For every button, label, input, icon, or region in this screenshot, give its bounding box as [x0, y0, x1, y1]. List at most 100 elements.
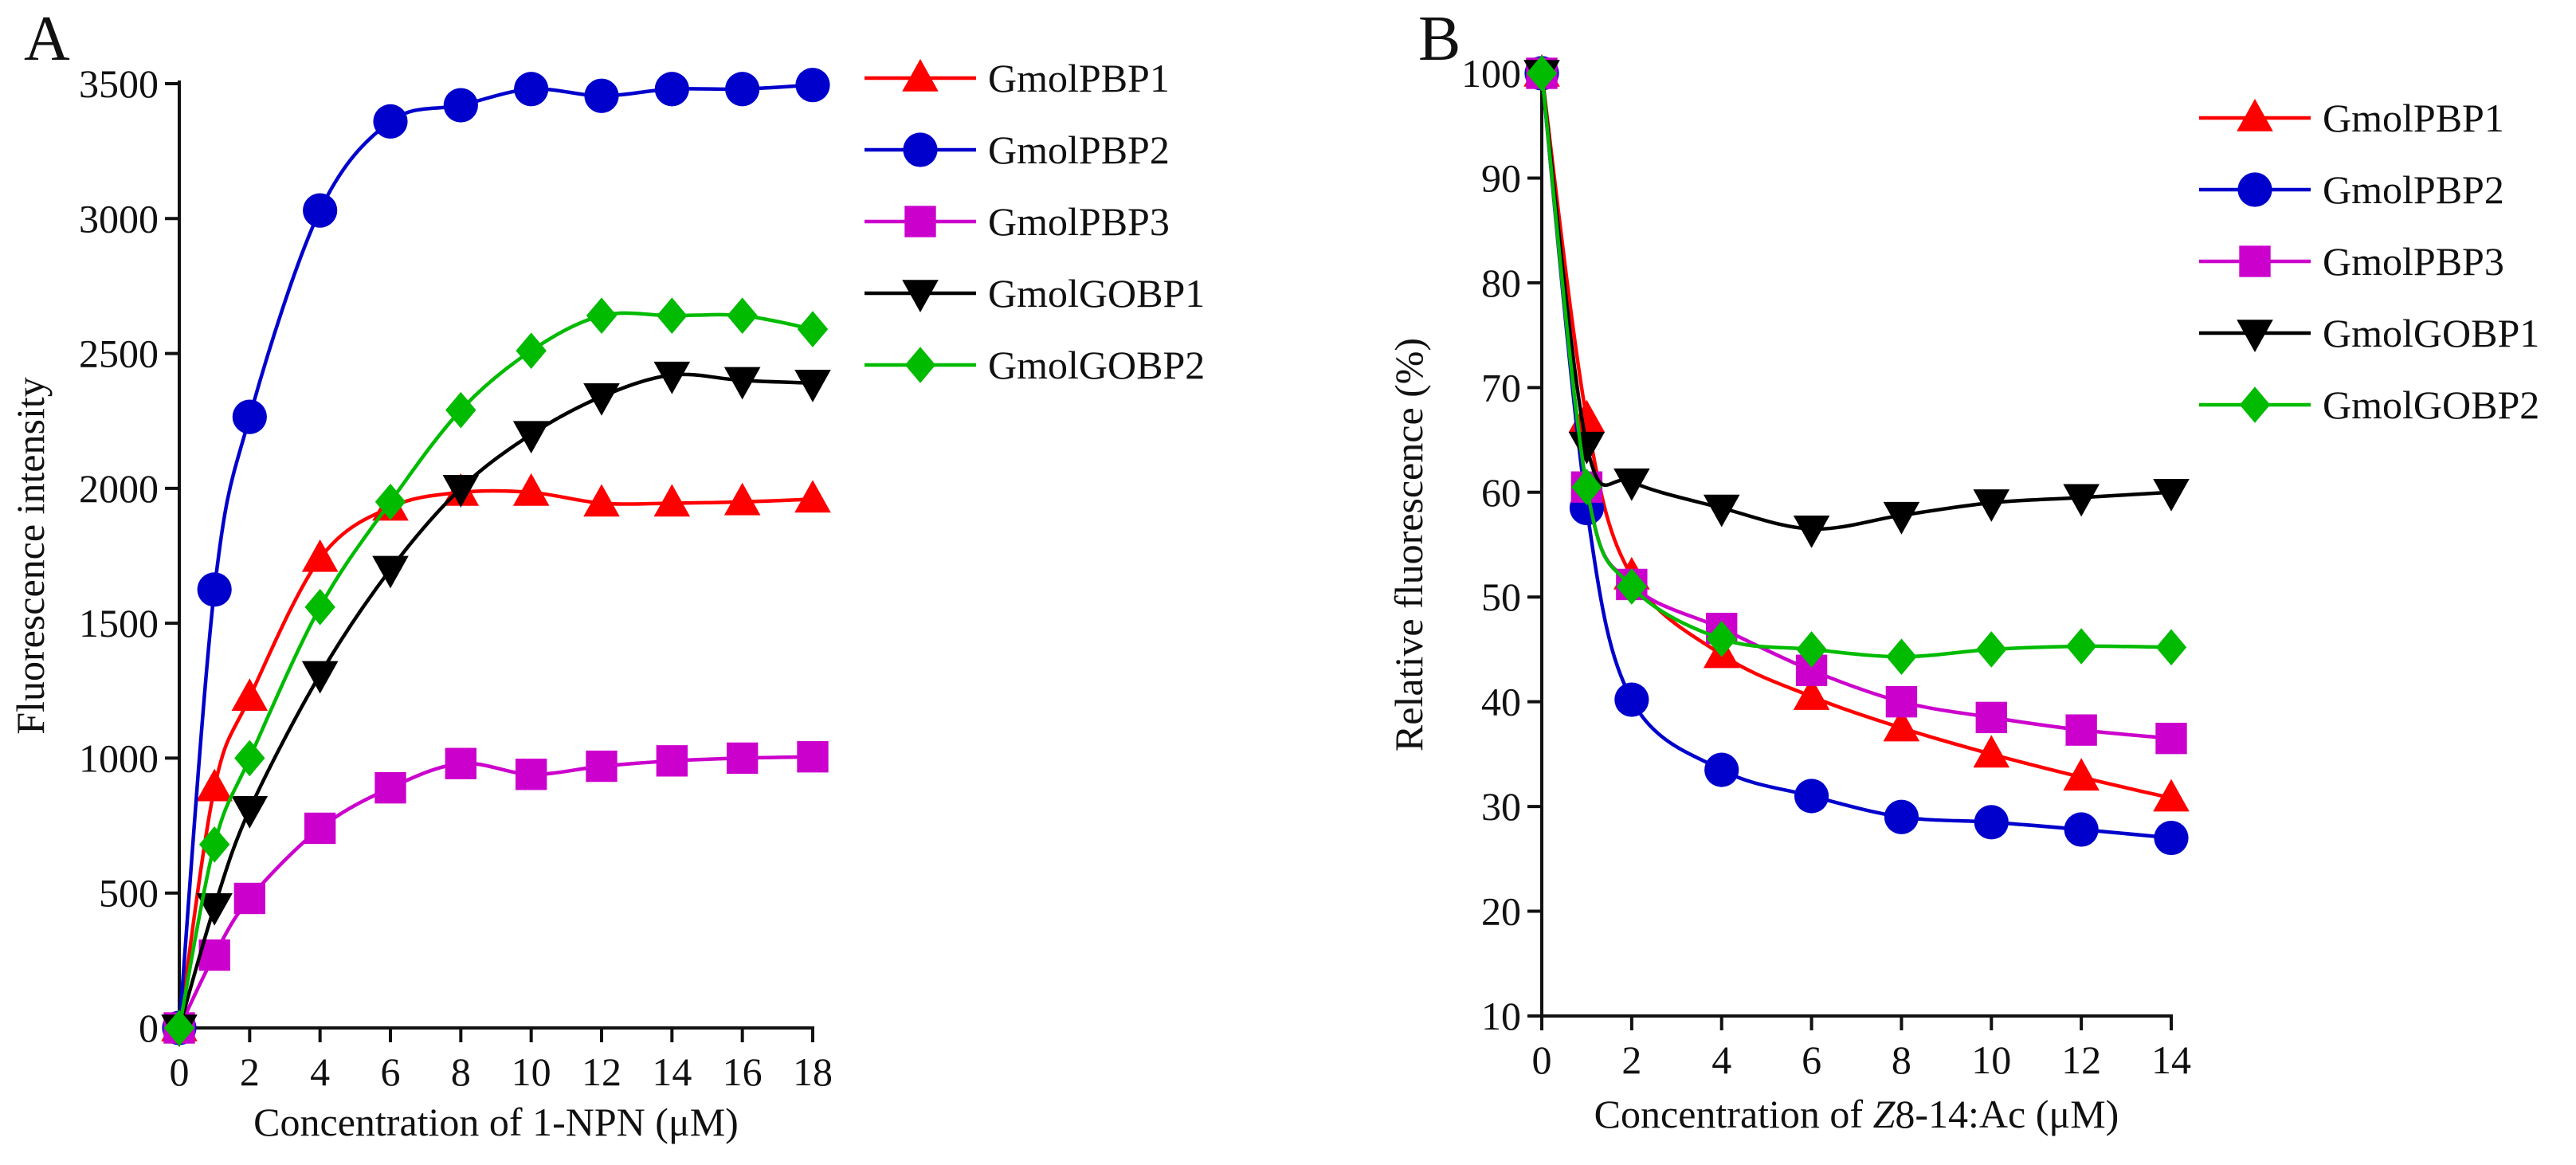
- data-point: [163, 1010, 195, 1046]
- legend-item-gmolpbp2: GmolPBP2: [865, 127, 1170, 172]
- data-point: [725, 72, 760, 107]
- legend-marker: [2239, 386, 2271, 423]
- data-point: [797, 311, 829, 347]
- y-tick-label: 70: [1481, 365, 1521, 410]
- legend-label: GmolGOBP1: [988, 271, 1205, 316]
- x-tick-label: 4: [310, 1049, 330, 1094]
- data-point: [2154, 820, 2189, 856]
- data-point: [2064, 812, 2099, 847]
- y-tick-label: 30: [1481, 784, 1521, 829]
- legend-marker: [904, 347, 936, 383]
- series-gmolpbp3: [163, 741, 829, 1044]
- legend-item-gmolgobp1: GmolGOBP1: [2199, 311, 2539, 355]
- y-tick-label: 20: [1481, 889, 1521, 934]
- data-point: [1703, 494, 1740, 528]
- data-point: [2065, 628, 2097, 665]
- data-point: [657, 297, 688, 334]
- legend-item-gmolgobp2: GmolGOBP2: [2199, 382, 2539, 427]
- data-point: [445, 391, 476, 429]
- data-point: [586, 750, 618, 783]
- data-point: [654, 72, 689, 107]
- y-tick-label: 10: [1481, 994, 1521, 1038]
- data-point: [1974, 805, 2009, 840]
- panel-a: A 0 500 1000 1500 2000 2500 3000 3500 0 2 4 6 8 10 12 14…: [8, 4, 1205, 1144]
- series-line: [177, 311, 814, 1029]
- series-gmolgobp1: [1523, 60, 2190, 548]
- data-point: [1883, 501, 1920, 535]
- legend-item-gmolpbp3: GmolPBP3: [2199, 239, 2504, 284]
- data-point: [442, 475, 480, 508]
- data-point: [1794, 779, 1829, 814]
- legend-label: GmolPBP2: [988, 127, 1170, 172]
- x-tick-label: 14: [2151, 1038, 2191, 1082]
- data-point: [797, 741, 829, 773]
- y-tick-label: 90: [1481, 155, 1521, 200]
- data-point: [514, 72, 549, 107]
- data-point: [1973, 735, 2010, 768]
- x-tick-label: 8: [451, 1049, 471, 1094]
- y-tick-label: 2000: [79, 466, 159, 511]
- data-point: [583, 484, 620, 517]
- legend-marker: [902, 59, 939, 92]
- data-point: [2063, 758, 2100, 791]
- legend-label: GmolGOBP1: [2323, 311, 2539, 355]
- x-tick-label: 8: [1892, 1038, 1911, 1082]
- x-axis-label-part: 8-14:Ac (μM): [1895, 1092, 2119, 1136]
- data-point: [2153, 779, 2190, 812]
- data-point: [304, 589, 335, 626]
- legend-label: GmolPBP2: [2323, 167, 2504, 212]
- y-tick-label: 50: [1481, 575, 1521, 619]
- x-tick-label: 4: [1711, 1038, 1731, 1082]
- x-tick-label: 6: [381, 1049, 401, 1094]
- data-point: [584, 78, 619, 113]
- y-tick-label: 500: [99, 871, 159, 916]
- x-tick-label: 10: [512, 1049, 551, 1094]
- y-axis-label: Fluorescence intensity: [8, 377, 53, 735]
- data-point: [1793, 515, 1830, 548]
- x-axis-label: Concentration of Z8-14:Ac (μM): [1594, 1092, 2119, 1136]
- data-point: [723, 367, 761, 400]
- legend-label: GmolPBP1: [988, 56, 1170, 100]
- data-point: [1526, 55, 1558, 92]
- data-point: [794, 370, 831, 402]
- legend-item-gmolpbp3: GmolPBP3: [865, 199, 1170, 244]
- data-point: [374, 483, 406, 520]
- data-point: [653, 484, 691, 517]
- y-tick-label: 1000: [79, 735, 159, 780]
- x-axis-label-part: Z: [1873, 1092, 1896, 1136]
- data-point: [1886, 638, 1917, 675]
- y-tick-label: 3500: [79, 61, 159, 106]
- x-tick-label: 12: [582, 1049, 621, 1094]
- data-point: [1885, 685, 1918, 718]
- data-point: [2063, 484, 2100, 517]
- data-point: [512, 473, 550, 506]
- series-line: [177, 83, 814, 1029]
- legend-item-gmolpbp2: GmolPBP2: [2199, 167, 2504, 212]
- data-point: [443, 88, 478, 123]
- legend: GmolPBP1 GmolPBP2 GmolPBP3 GmolGOBP1 GmolGOB…: [865, 56, 1205, 387]
- data-point: [1568, 431, 1606, 465]
- x-tick-label: 6: [1802, 1038, 1821, 1082]
- panel-label: B: [1418, 4, 1461, 74]
- legend: GmolPBP1 GmolPBP2 GmolPBP3 GmolGOBP1 GmolGOB…: [2199, 96, 2539, 427]
- x-tick-label: 14: [652, 1049, 692, 1094]
- data-point: [1613, 468, 1650, 501]
- data-point: [1704, 752, 1739, 787]
- y-axis-label: Relative fluorescence (%): [1386, 338, 1431, 751]
- legend-marker: [2237, 99, 2273, 131]
- data-point: [653, 361, 691, 394]
- x-tick-label: 18: [793, 1049, 833, 1094]
- data-point: [372, 555, 409, 589]
- data-point: [1973, 489, 2010, 522]
- data-point: [374, 771, 406, 804]
- data-point: [445, 747, 477, 779]
- data-point: [727, 297, 758, 334]
- data-point: [1706, 621, 1737, 657]
- legend-marker: [903, 132, 938, 167]
- x-tick-label: 0: [1532, 1038, 1552, 1082]
- legend-item-gmolpbp1: GmolPBP1: [2199, 96, 2504, 140]
- data-point: [726, 742, 759, 775]
- legend-label: GmolPBP1: [2323, 96, 2504, 140]
- data-point: [515, 759, 547, 790]
- series-line: [1539, 73, 2172, 800]
